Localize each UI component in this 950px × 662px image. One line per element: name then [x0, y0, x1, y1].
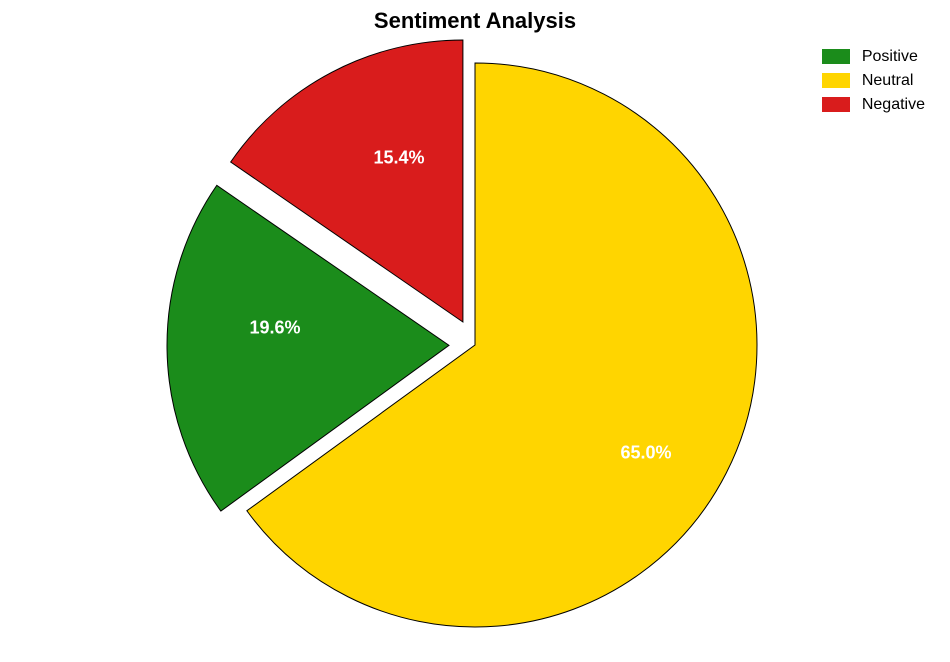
- legend-label: Positive: [862, 48, 918, 66]
- slice-label-negative: 15.4%: [373, 148, 424, 169]
- legend-item-neutral: Neutral: [822, 71, 925, 90]
- legend-swatch-positive: [822, 49, 850, 64]
- slice-label-neutral: 65.0%: [620, 443, 671, 464]
- slice-label-positive: 19.6%: [249, 318, 300, 339]
- pie-chart: [0, 0, 950, 662]
- legend: Positive Neutral Negative: [822, 47, 925, 119]
- legend-swatch-neutral: [822, 73, 850, 88]
- legend-item-positive: Positive: [822, 47, 925, 66]
- legend-item-negative: Negative: [822, 95, 925, 114]
- legend-label: Negative: [862, 96, 925, 114]
- legend-swatch-negative: [822, 97, 850, 112]
- legend-label: Neutral: [862, 72, 914, 90]
